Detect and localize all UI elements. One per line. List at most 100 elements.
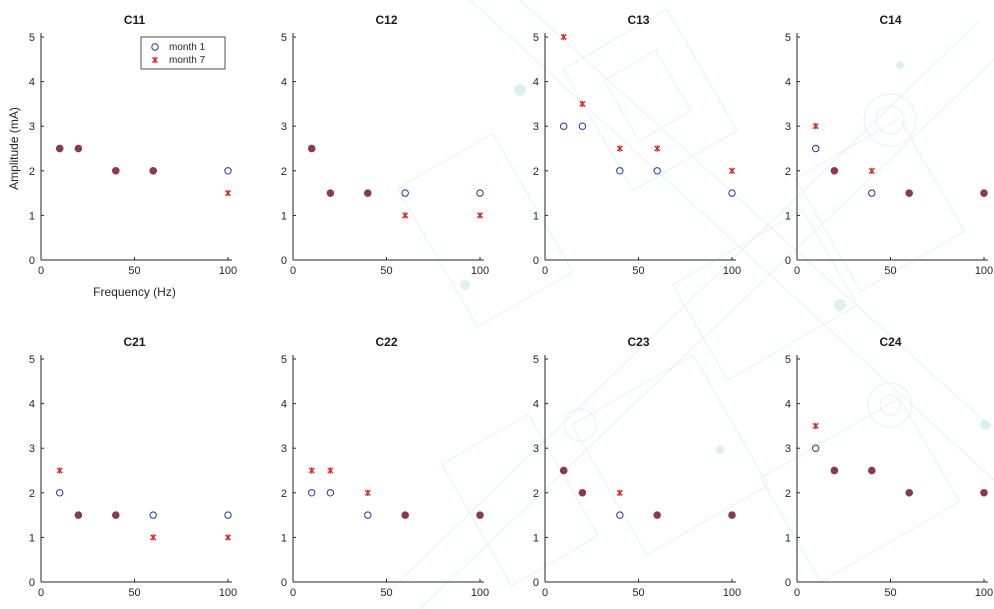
y-tick-label: 0: [281, 255, 287, 267]
panel-title: C13: [627, 13, 649, 27]
panel-title: C11: [124, 13, 146, 27]
y-tick-label: 3: [281, 443, 287, 455]
legend-marker-month-1: [151, 43, 159, 51]
data-point-month-1: [224, 167, 232, 175]
data-point-month-7: [654, 145, 661, 152]
data-point-month-7: [980, 489, 988, 497]
data-point-month-7: [830, 466, 839, 475]
data-point-month-7: [112, 511, 120, 519]
data-point-month-7: [56, 144, 64, 153]
data-point-month-1: [616, 167, 624, 175]
panel-title: C21: [123, 335, 145, 349]
y-tick-label: 4: [785, 399, 791, 411]
panel-title: C22: [375, 335, 397, 349]
y-tick-label: 5: [29, 354, 35, 366]
y-axis-label: Amplitude (mA): [7, 107, 21, 190]
y-tick-label: 1: [785, 210, 791, 222]
legend-label-month-1: month 1: [169, 42, 206, 53]
data-point-month-1: [812, 444, 820, 452]
x-tick-label: 100: [975, 587, 993, 599]
y-tick-label: 2: [281, 166, 287, 178]
y-tick-label: 4: [29, 77, 35, 89]
data-point-month-7: [74, 511, 83, 519]
series-month-7: [308, 144, 484, 219]
x-tick-label: 50: [380, 587, 392, 599]
y-tick-label: 2: [29, 166, 35, 178]
data-point-month-1: [149, 511, 157, 519]
x-tick-label: 0: [794, 587, 800, 599]
y-tick-label: 1: [281, 210, 287, 222]
data-point-month-7: [326, 189, 335, 197]
data-point-month-7: [74, 144, 83, 153]
y-tick-label: 4: [785, 77, 791, 89]
data-point-month-7: [616, 489, 623, 496]
y-tick-label: 3: [533, 121, 539, 133]
data-point-month-1: [728, 189, 736, 197]
x-tick-label: 0: [794, 265, 800, 277]
data-point-month-7: [308, 467, 315, 474]
data-point-month-7: [224, 534, 232, 541]
y-tick-label: 5: [785, 354, 791, 366]
data-point-month-7: [616, 145, 623, 152]
y-tick-label: 5: [785, 32, 791, 44]
y-tick-label: 5: [533, 32, 539, 44]
x-tick-label: 100: [723, 587, 741, 599]
y-tick-label: 2: [533, 166, 539, 178]
data-point-month-7: [812, 422, 819, 430]
data-point-month-7: [905, 489, 913, 497]
y-tick-label: 4: [281, 399, 287, 411]
data-point-month-7: [476, 212, 484, 219]
data-point-month-1: [364, 511, 372, 519]
x-tick-label: 0: [38, 587, 44, 599]
data-point-month-7: [728, 511, 736, 519]
y-tick-label: 4: [533, 77, 539, 89]
x-tick-label: 100: [471, 587, 489, 599]
data-point-month-7: [224, 189, 232, 197]
data-point-month-7: [112, 167, 120, 175]
y-tick-label: 2: [281, 488, 287, 500]
y-tick-label: 0: [281, 577, 287, 589]
y-tick-label: 3: [533, 443, 539, 455]
y-tick-label: 0: [29, 255, 35, 267]
data-point-month-1: [401, 189, 409, 197]
y-tick-label: 1: [281, 532, 287, 544]
y-tick-label: 3: [281, 121, 287, 133]
data-point-month-7: [812, 123, 819, 130]
y-tick-label: 2: [29, 488, 35, 500]
y-tick-label: 5: [533, 354, 539, 366]
panel-title: C14: [879, 13, 901, 27]
y-tick-label: 0: [785, 577, 791, 589]
series-month-1: [560, 122, 736, 197]
data-point-month-7: [327, 467, 334, 474]
data-point-month-1: [308, 489, 316, 497]
data-point-month-1: [868, 189, 876, 197]
x-axis-label: Frequency (Hz): [93, 285, 176, 299]
y-tick-label: 0: [29, 577, 35, 589]
y-tick-label: 0: [533, 255, 539, 267]
data-point-month-7: [830, 167, 839, 175]
y-tick-label: 4: [29, 399, 35, 411]
data-point-month-7: [364, 189, 372, 197]
y-tick-label: 5: [281, 32, 287, 44]
data-point-month-7: [579, 100, 586, 108]
y-tick-label: 3: [29, 443, 35, 455]
data-point-month-7: [868, 466, 876, 475]
y-tick-label: 0: [785, 255, 791, 267]
x-tick-label: 50: [128, 587, 140, 599]
data-point-month-7: [56, 467, 63, 474]
y-tick-label: 2: [533, 488, 539, 500]
series-month-7: [56, 467, 232, 541]
x-tick-label: 100: [471, 265, 489, 277]
data-point-month-1: [560, 122, 568, 130]
series-month-7: [812, 422, 988, 497]
series-month-7: [560, 466, 736, 519]
data-point-month-1: [476, 189, 484, 197]
data-point-month-1: [653, 167, 661, 175]
data-point-month-1: [56, 489, 64, 497]
x-tick-label: 100: [975, 265, 993, 277]
